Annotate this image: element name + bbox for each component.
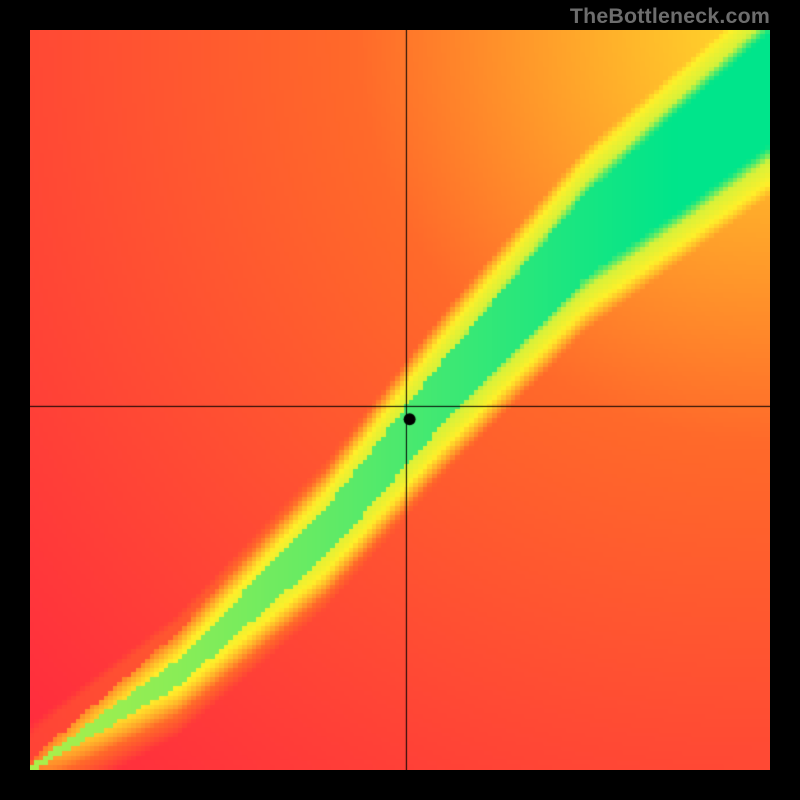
heatmap-canvas	[30, 30, 770, 770]
watermark-text: TheBottleneck.com	[570, 4, 770, 29]
heatmap-plot-area	[30, 30, 770, 770]
outer-black-frame: TheBottleneck.com	[0, 0, 800, 800]
